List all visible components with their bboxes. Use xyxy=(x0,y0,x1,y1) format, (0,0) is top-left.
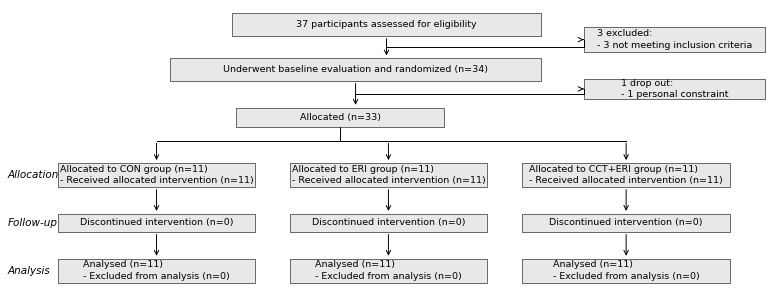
FancyBboxPatch shape xyxy=(584,79,765,99)
FancyBboxPatch shape xyxy=(232,13,541,36)
Text: Follow-up: Follow-up xyxy=(8,218,58,228)
FancyBboxPatch shape xyxy=(584,27,765,52)
Text: Allocation: Allocation xyxy=(8,170,59,180)
Text: Underwent baseline evaluation and randomized (n=34): Underwent baseline evaluation and random… xyxy=(223,65,488,74)
Text: Allocated to CON group (n=11)
- Received allocated intervention (n=11): Allocated to CON group (n=11) - Received… xyxy=(60,164,254,185)
FancyBboxPatch shape xyxy=(58,259,255,283)
Text: 3 excluded:
- 3 not meeting inclusion criteria: 3 excluded: - 3 not meeting inclusion cr… xyxy=(597,29,752,50)
FancyBboxPatch shape xyxy=(522,259,730,283)
Text: 1 drop out:
- 1 personal constraint: 1 drop out: - 1 personal constraint xyxy=(621,79,728,99)
FancyBboxPatch shape xyxy=(58,163,255,187)
Text: Allocated to ERI group (n=11)
- Received allocated intervention (n=11): Allocated to ERI group (n=11) - Received… xyxy=(291,164,485,185)
FancyBboxPatch shape xyxy=(522,214,730,232)
Text: 37 participants assessed for eligibility: 37 participants assessed for eligibility xyxy=(296,20,477,29)
FancyBboxPatch shape xyxy=(290,259,487,283)
FancyBboxPatch shape xyxy=(290,163,487,187)
FancyBboxPatch shape xyxy=(58,214,255,232)
Text: Discontinued intervention (n=0): Discontinued intervention (n=0) xyxy=(80,218,233,227)
Text: Analysed (n=11)
- Excluded from analysis (n=0): Analysed (n=11) - Excluded from analysis… xyxy=(83,260,230,281)
Text: Allocated to CCT+ERI group (n=11)
- Received allocated intervention (n=11): Allocated to CCT+ERI group (n=11) - Rece… xyxy=(530,164,723,185)
FancyBboxPatch shape xyxy=(236,108,444,127)
FancyBboxPatch shape xyxy=(522,163,730,187)
Text: Analysis: Analysis xyxy=(8,266,50,276)
FancyBboxPatch shape xyxy=(290,214,487,232)
Text: Analysed (n=11)
- Excluded from analysis (n=0): Analysed (n=11) - Excluded from analysis… xyxy=(315,260,461,281)
Text: Discontinued intervention (n=0): Discontinued intervention (n=0) xyxy=(312,218,465,227)
Text: Discontinued intervention (n=0): Discontinued intervention (n=0) xyxy=(550,218,703,227)
FancyBboxPatch shape xyxy=(170,58,541,81)
Text: Analysed (n=11)
- Excluded from analysis (n=0): Analysed (n=11) - Excluded from analysis… xyxy=(553,260,700,281)
Text: Allocated (n=33): Allocated (n=33) xyxy=(300,113,380,122)
